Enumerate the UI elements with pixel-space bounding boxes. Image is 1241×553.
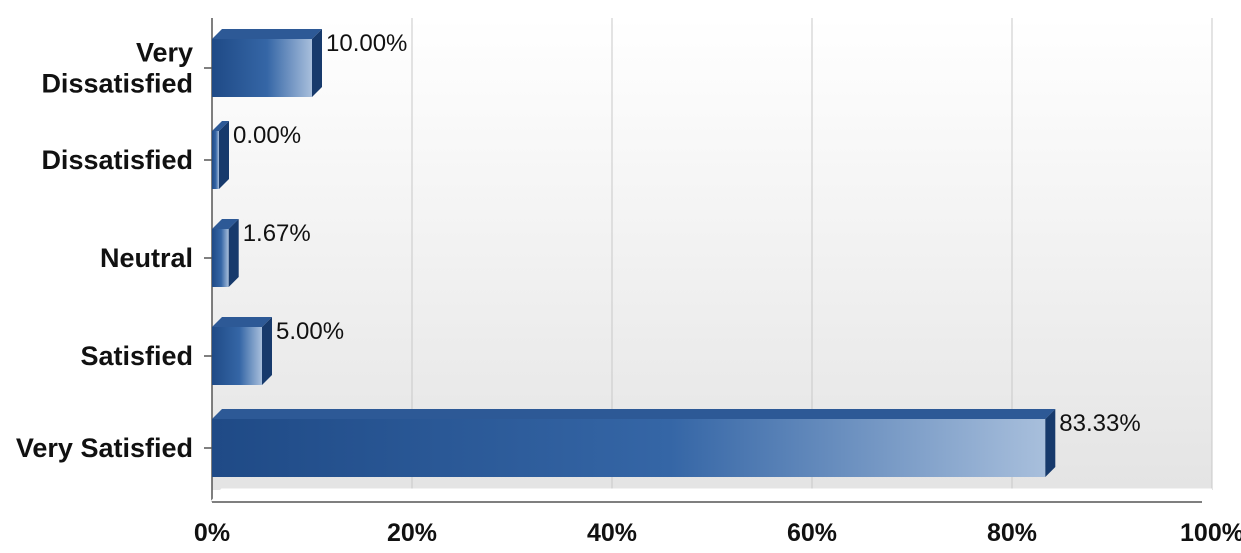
- category-label: Satisfied: [80, 341, 193, 371]
- bars: [212, 29, 1056, 477]
- bar-top-face: [212, 219, 239, 229]
- bar: [212, 317, 272, 385]
- bar-side-face: [312, 29, 322, 97]
- category-label: Neutral: [100, 243, 193, 273]
- x-tick-label: 40%: [587, 519, 637, 547]
- bar-side-face: [262, 317, 272, 385]
- bar-front-face: [212, 327, 262, 385]
- data-label: 10.00%: [326, 30, 407, 57]
- bar-front-face: [212, 229, 229, 287]
- category-label-line: Very Satisfied: [16, 433, 193, 463]
- category-label: Dissatisfied: [41, 145, 193, 175]
- category-label-line: Satisfied: [80, 341, 193, 371]
- bar: [212, 29, 322, 97]
- labels: 0% 20% 40% 60% 80% 100%10.00%Very Dissatisfied…: [16, 30, 1241, 547]
- category-label-line: Neutral: [100, 243, 193, 273]
- x-tick-label: 100%: [1180, 519, 1241, 547]
- bar-top-face: [212, 121, 229, 131]
- category-label-line: Very: [136, 38, 193, 68]
- x-tick-label: 20%: [387, 519, 437, 547]
- x-tick-label: 0%: [194, 519, 230, 547]
- category-label-line: Dissatisfied: [41, 145, 193, 175]
- bar-front-face: [212, 419, 1046, 477]
- bar-side-face: [228, 219, 239, 287]
- category-label-line: Dissatisfied: [41, 69, 193, 99]
- bar-top-face: [212, 409, 1056, 419]
- x-tick-label: 60%: [787, 519, 837, 547]
- data-label: 5.00%: [276, 318, 344, 345]
- bar-side-face: [219, 121, 229, 189]
- bar-top-face: [212, 317, 272, 327]
- x-tick-label: 80%: [987, 519, 1037, 547]
- bar-side-face: [1045, 409, 1056, 477]
- bar: [212, 121, 229, 189]
- bar: [212, 409, 1056, 477]
- bar-front-face: [212, 39, 312, 97]
- category-label: Very Satisfied: [16, 433, 193, 463]
- bar-front-face: [212, 131, 219, 189]
- data-label: 1.67%: [243, 220, 311, 247]
- floor-edge: [210, 488, 1212, 503]
- data-label: 83.33%: [1059, 410, 1140, 437]
- category-label: Very Dissatisfied: [41, 38, 193, 99]
- bar: [212, 219, 239, 287]
- data-label: 0.00%: [233, 122, 301, 149]
- bar-top-face: [212, 29, 322, 39]
